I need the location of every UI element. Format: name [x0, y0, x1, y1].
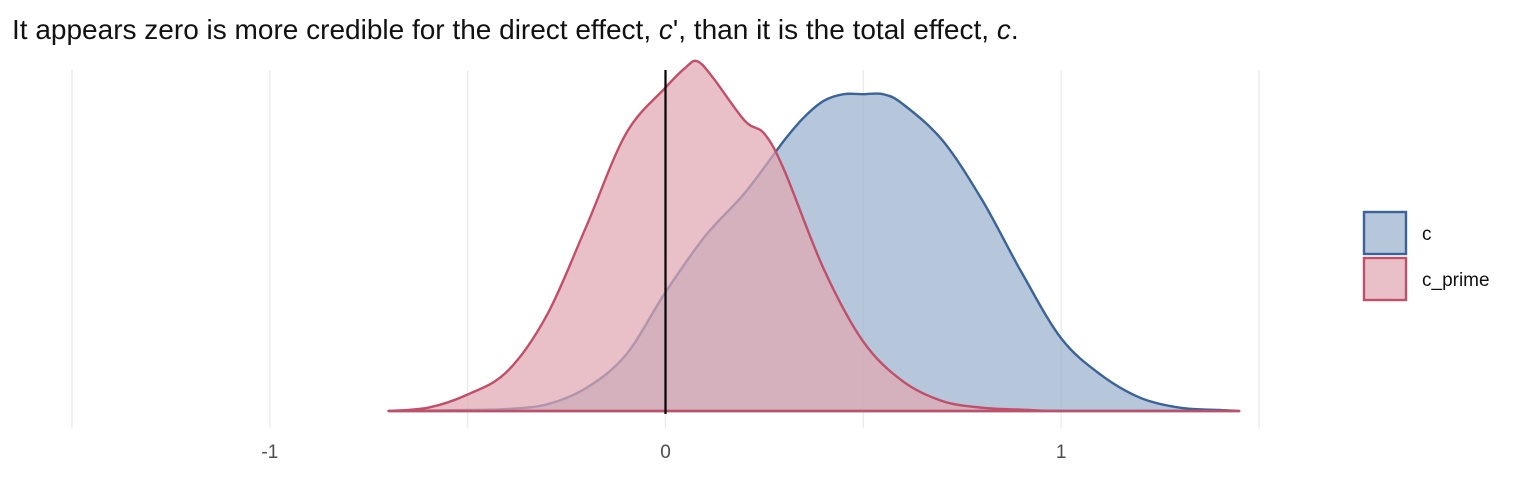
title-text-after: .	[1010, 14, 1019, 45]
title-text-before: It appears zero is more credible for the…	[12, 14, 659, 45]
density-area-c-prime	[387, 59, 1241, 413]
title-symbol-c: c	[996, 14, 1011, 45]
density-areas	[387, 59, 1241, 413]
legend-label-c-prime: c_prime	[1422, 270, 1490, 291]
x-axis-ticks: -1 0 1	[261, 442, 1066, 463]
legend: c c_prime	[1362, 210, 1490, 302]
chart-title: It appears zero is more credible for the…	[12, 14, 1019, 46]
legend-key-c-prime	[1362, 256, 1408, 302]
title-symbol-c-prime: c	[658, 14, 673, 45]
x-tick-label: -1	[261, 442, 278, 463]
legend-key-c	[1362, 210, 1408, 256]
legend-label-c: c	[1422, 224, 1432, 245]
title-text-middle: ', than it is the total effect,	[672, 14, 997, 45]
x-tick-label: 0	[660, 442, 671, 463]
x-tick-label: 1	[1056, 442, 1067, 463]
